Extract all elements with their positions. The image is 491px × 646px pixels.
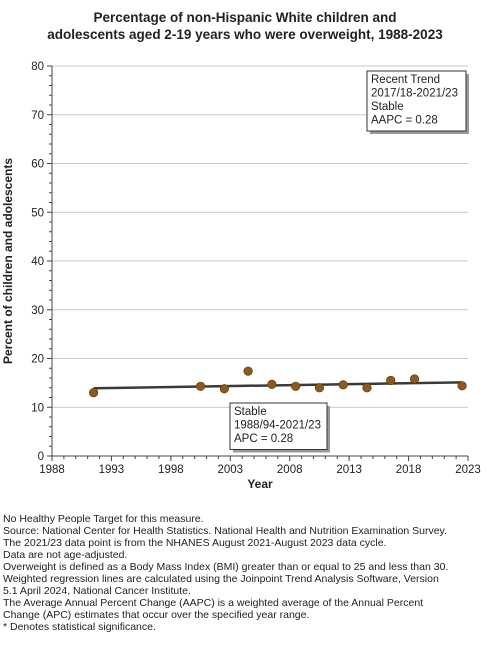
grid — [52, 65, 468, 408]
y-tick-label: 20 — [31, 354, 44, 366]
footnotes: No Healthy People Target for this measur… — [3, 513, 489, 633]
x-tick-label: 2018 — [396, 464, 422, 476]
footnote-data-cycle: The 2021/23 data point is from the NHANE… — [3, 537, 387, 549]
annotation-line: 1988/94-2021/23 — [234, 420, 321, 432]
data-point — [362, 383, 372, 393]
chart-title-line-2: adolescents aged 2-19 years who were ove… — [47, 27, 443, 42]
x-tick-label: 2003 — [217, 464, 243, 476]
trend-line — [93, 381, 463, 390]
trend-line-group — [93, 381, 463, 390]
x-tick-label: 2023 — [455, 464, 481, 476]
annotation-line: APC = 0.28 — [234, 433, 293, 445]
data-point — [409, 374, 420, 384]
annotation-box — [366, 70, 467, 132]
y-tick-label: 0 — [38, 451, 44, 463]
footnote-regression-1: Weighted regression lines are calculated… — [3, 573, 439, 585]
x-tick-labels: 1988 1993 1998 2003 2008 2013 2018 2023 — [39, 464, 481, 476]
x-tick-label: 1998 — [158, 464, 184, 476]
x-tick-label: 1993 — [99, 464, 125, 476]
chart-title-line-1: Percentage of non-Hispanic White childre… — [93, 10, 396, 25]
footnote-age-adjustment: Data are not age-adjusted. — [3, 549, 128, 561]
chart-title: Percentage of non-Hispanic White childre… — [47, 10, 443, 42]
data-point — [219, 384, 229, 394]
axes — [47, 65, 469, 461]
y-axis-label: Percent of children and adolescents — [1, 158, 15, 364]
observed-points — [88, 366, 467, 398]
data-point — [243, 366, 253, 376]
data-point — [314, 383, 325, 393]
y-tick-label: 50 — [31, 207, 44, 219]
footnote-target: No Healthy People Target for this measur… — [3, 513, 204, 525]
footnote-significance: * Denotes statistical significance. — [3, 621, 156, 633]
footnote-overweight-definition: Overweight is defined as a Body Mass Ind… — [3, 561, 449, 573]
data-point — [291, 381, 301, 391]
annotation-line: AAPC = 0.28 — [371, 115, 438, 127]
y-tick-label: 30 — [31, 305, 44, 317]
footnote-aapc-1: The Average Annual Percent Change (AAPC)… — [3, 597, 424, 609]
x-axis-label: Year — [247, 477, 273, 491]
chart: Percentage of non-Hispanic White childre… — [1, 10, 481, 491]
y-tick-labels: 0 10 20 30 40 50 60 70 80 — [31, 61, 44, 463]
annotation-line: Recent Trend — [371, 74, 440, 86]
y-tick-label: 80 — [31, 61, 44, 73]
y-tick-label: 60 — [31, 159, 44, 171]
data-point — [457, 381, 467, 391]
footnote-regression-2: 5.1 April 2024, National Cancer Institut… — [3, 585, 191, 597]
footnote-source: Source: National Center for Health Stati… — [3, 525, 447, 537]
annotation-line: Stable — [371, 101, 404, 113]
y-tick-label: 40 — [31, 256, 44, 268]
data-point — [267, 379, 277, 389]
annotation-line: Stable — [234, 406, 267, 418]
y-tick-label: 10 — [31, 402, 44, 414]
x-tick-label: 2013 — [336, 464, 362, 476]
data-point — [195, 381, 206, 391]
annotation-line: 2017/18-2021/23 — [371, 88, 458, 100]
y-tick-label: 70 — [31, 110, 44, 122]
data-point — [338, 380, 348, 390]
data-point — [88, 388, 99, 398]
footnote-aapc-2: Change (APC) estimates that occur over t… — [3, 609, 310, 621]
x-tick-label: 2008 — [277, 464, 303, 476]
data-point — [386, 375, 396, 386]
x-tick-label: 1988 — [39, 464, 65, 476]
annotation-box — [229, 402, 328, 450]
